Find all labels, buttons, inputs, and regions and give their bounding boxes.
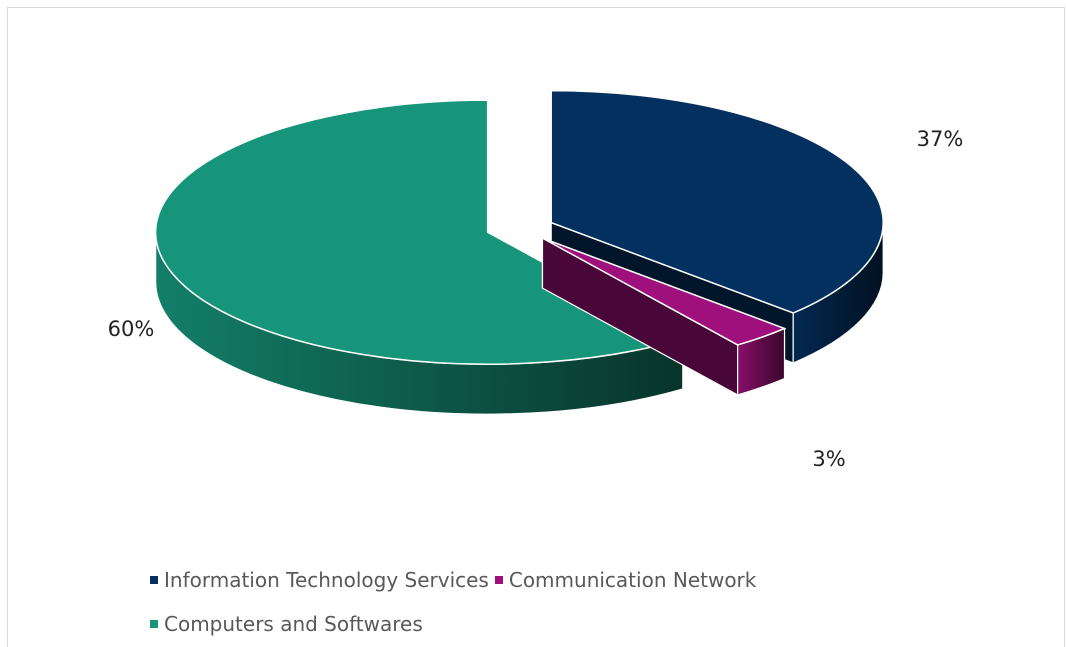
legend-label-communication-network: Communication Network (508, 568, 757, 592)
chart-legend: Information Technology Services Communic… (150, 558, 950, 646)
legend-item-communication-network: Communication Network (494, 568, 757, 592)
slice-communication-network (541, 237, 787, 396)
legend-row-1: Information Technology Services Communic… (150, 558, 950, 602)
legend-swatch-communication-network (494, 576, 503, 584)
data-label-communication-network: 3% (812, 447, 845, 471)
data-label-it-services: 37% (917, 127, 964, 151)
legend-item-computers-softwares: Computers and Softwares (150, 612, 423, 636)
data-label-computers-softwares: 60% (108, 317, 155, 341)
legend-swatch-it-services (150, 576, 158, 584)
legend-label-computers-softwares: Computers and Softwares (164, 612, 423, 636)
legend-row-2: Computers and Softwares (150, 602, 950, 646)
chart-frame (7, 7, 1065, 647)
legend-swatch-computers-softwares (150, 620, 158, 628)
legend-item-it-services: Information Technology Services (150, 568, 489, 592)
legend-label-it-services: Information Technology Services (164, 568, 489, 592)
slice-computers-softwares (154, 99, 685, 415)
